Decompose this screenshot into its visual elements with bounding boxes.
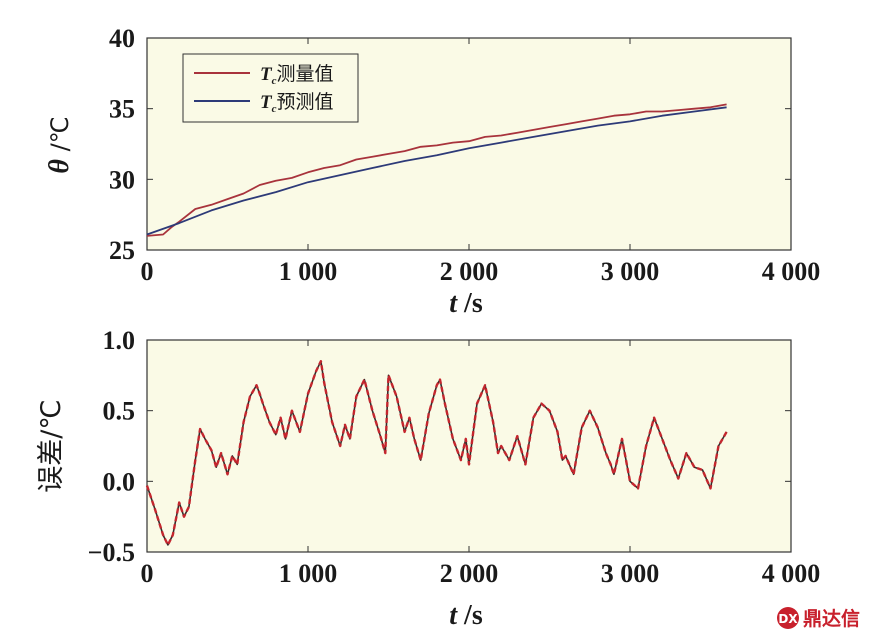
- top-x-tick-label: 2 000: [440, 257, 499, 286]
- top-series-group: [146, 103, 727, 237]
- watermark-logo: DX 鼎达信: [777, 607, 860, 630]
- bottom-x-tick-label: 4 000: [762, 559, 821, 588]
- legend-box: [182, 53, 359, 123]
- top-x-tick-label: 1 000: [279, 257, 338, 286]
- bottom-y-tick-label: 1.0: [103, 326, 136, 355]
- bottom-x-axis-title: t /s: [449, 600, 483, 631]
- top-x-tick-label: 3 000: [601, 257, 660, 286]
- bottom-axis-ticks: 0 1 000 2 000 3 000 4 000 −0.5 0.0 0.5 1.0: [88, 326, 821, 588]
- bottom-y-tick-label: 0.0: [103, 467, 136, 496]
- bottom-y-axis-title: 误差/℃: [36, 399, 67, 492]
- bottom-y-tick-label: 0.5: [103, 397, 136, 426]
- legend-label-predicted: Tc预测值: [260, 91, 334, 115]
- bottom-x-tick-label: 3 000: [601, 559, 660, 588]
- legend: Tc测量值 Tc预测值: [182, 53, 359, 123]
- bottom-x-tick-label: 1 000: [279, 559, 338, 588]
- top-y-tick-label: 40: [109, 24, 135, 53]
- top-y-tick-label: 35: [109, 95, 135, 124]
- top-axis-ticks: 0 1 000 2 000 3 000 4 000 25 30 35 40: [109, 24, 820, 286]
- top-series-line-1: [146, 106, 727, 236]
- top-y-axis-title: θ /℃: [44, 116, 75, 173]
- watermark-logo-glyph: DX: [778, 612, 798, 626]
- top-series-line-0: [146, 103, 727, 237]
- bottom-plot-area: [146, 339, 792, 553]
- watermark-text: 鼎达信: [803, 607, 860, 630]
- top-y-tick-label: 25: [109, 236, 135, 265]
- top-x-tick-label: 0: [141, 257, 154, 286]
- bottom-y-tick-label: −0.5: [88, 538, 135, 567]
- top-x-tick-label: 4 000: [762, 257, 821, 286]
- top-y-tick-label: 30: [109, 165, 135, 194]
- bottom-x-tick-label: 2 000: [440, 559, 499, 588]
- temperature-chart: 0 1 000 2 000 3 000 4 000 25 30 35 40 Tc测量值 Tc预测…: [44, 24, 820, 319]
- top-x-axis-title: t /s: [449, 288, 483, 319]
- watermark-logo-icon: [777, 607, 799, 629]
- legend-label-measured: Tc测量值: [260, 63, 334, 87]
- bottom-series-group: [145, 360, 728, 547]
- bottom-series-line: [145, 360, 728, 547]
- bottom-x-tick-label: 0: [141, 559, 154, 588]
